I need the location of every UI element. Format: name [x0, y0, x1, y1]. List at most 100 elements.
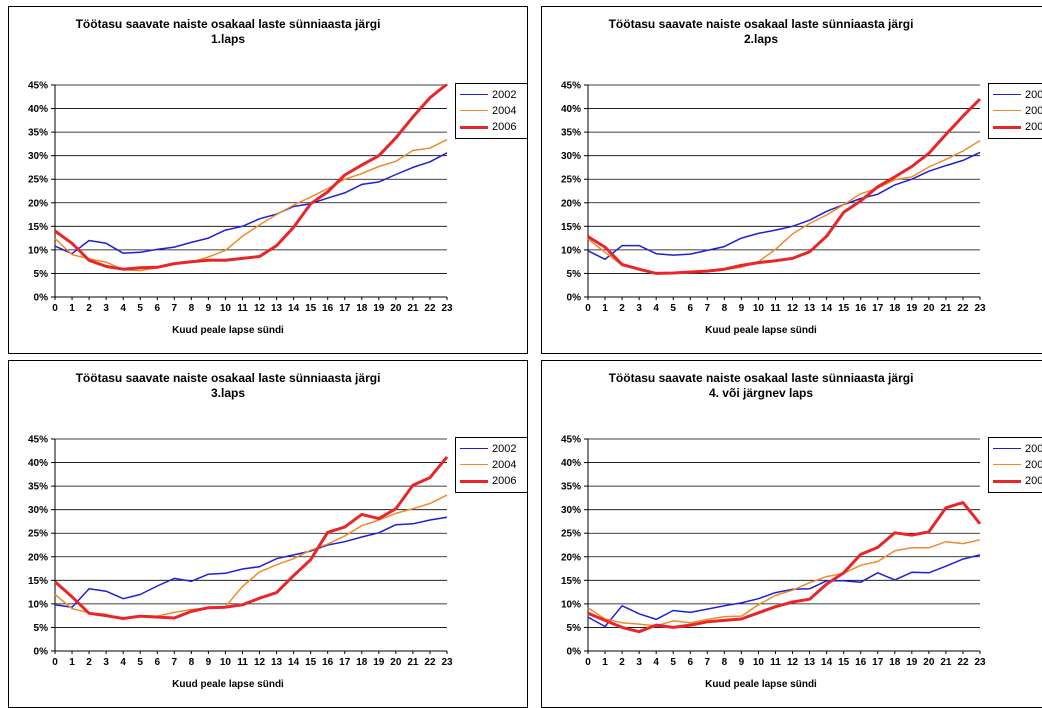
x-tick-label: 5	[670, 303, 676, 314]
chart-subtitle: 2.laps	[743, 32, 779, 46]
legend-swatch	[460, 94, 488, 95]
x-tick-label: 19	[906, 303, 918, 314]
x-tick-label: 18	[356, 657, 368, 668]
x-tick-label: 18	[356, 303, 368, 314]
y-tick-label: 0%	[567, 293, 582, 304]
x-axis-label: Kuud peale lapse sündi	[705, 325, 817, 336]
series-line-2002	[54, 516, 448, 608]
y-tick-label: 30%	[28, 151, 48, 162]
y-tick-label: 30%	[561, 151, 581, 162]
legend-label: 2002	[492, 443, 517, 455]
chart-title-line: Töötasu saavate naiste osakaal laste sün…	[75, 371, 381, 385]
x-tick-label: 16	[855, 303, 867, 314]
chart-subtitle: 3.laps	[210, 386, 246, 400]
y-tick-label: 5%	[34, 623, 49, 634]
legend-label: 2006	[492, 475, 517, 487]
x-tick-label: 6	[154, 303, 160, 314]
x-tick-label: 3	[636, 303, 642, 314]
legend-swatch	[993, 126, 1021, 129]
x-tick-label: 15	[305, 303, 317, 314]
x-axis-label: Kuud peale lapse sündi	[172, 679, 284, 690]
x-tick-label: 20	[390, 303, 402, 314]
plot-area: 0%5%10%15%20%25%30%35%40%45%0 1 2 3 4 5 6 7 8 9 10…	[561, 435, 986, 669]
plot-area: 0%5%10%15%20%25%30%35%40%45%0 1 2 3 4 5 6 7 8 9 10…	[28, 435, 453, 669]
x-tick-label: 19	[373, 657, 385, 668]
x-tick-label: 14	[288, 303, 300, 314]
y-tick-label: 45%	[28, 435, 48, 446]
y-tick-label: 0%	[567, 647, 582, 658]
x-tick-label: 15	[838, 657, 850, 668]
x-tick-label: 12	[787, 657, 799, 668]
legend-label: 2004	[1025, 105, 1042, 117]
legend-item: 2006	[460, 120, 527, 134]
x-tick-label: 11	[237, 303, 248, 314]
y-tick-label: 30%	[28, 505, 48, 516]
x-tick-label: 20	[390, 657, 402, 668]
x-tick-label: 11	[770, 303, 781, 314]
x-tick-label: 6	[687, 303, 693, 314]
x-tick-label: 10	[753, 657, 765, 668]
y-tick-label: 20%	[561, 198, 581, 209]
x-tick-label: 0	[52, 303, 58, 314]
x-tick-label: 12	[254, 303, 266, 314]
x-tick-label: 16	[322, 303, 334, 314]
x-tick-label: 1	[602, 303, 608, 314]
x-axis-label: Kuud peale lapse sündi	[172, 325, 284, 336]
x-tick-label: 3	[636, 657, 642, 668]
legend-swatch	[460, 464, 488, 465]
y-tick-label: 15%	[28, 576, 48, 587]
y-tick-label: 25%	[561, 175, 581, 186]
y-tick-label: 5%	[567, 623, 582, 634]
legend-item: 2006	[993, 120, 1042, 134]
legend-label: 2006	[1025, 475, 1042, 487]
y-tick-label: 5%	[34, 269, 49, 280]
x-tick-label: 4	[120, 303, 126, 314]
x-tick-label: 10	[753, 303, 765, 314]
x-tick-label: 23	[974, 657, 986, 668]
legend-swatch	[993, 94, 1021, 95]
chart-title-line: Töötasu saavate naiste osakaal laste sün…	[75, 17, 381, 31]
legend: 2002 2004 2006	[988, 437, 1042, 493]
legend-item: 2004	[993, 458, 1042, 472]
series-line-2006	[54, 455, 449, 620]
x-tick-label: 9	[739, 657, 745, 668]
x-tick-label: 3	[103, 303, 109, 314]
legend-item: 2002	[460, 88, 527, 102]
x-tick-label: 14	[288, 657, 300, 668]
x-tick-label: 17	[872, 303, 884, 314]
legend-item: 2002	[460, 442, 527, 456]
x-tick-label: 11	[770, 657, 781, 668]
legend-label: 2004	[1025, 459, 1042, 471]
y-tick-label: 20%	[28, 198, 48, 209]
x-tick-label: 19	[373, 303, 385, 314]
series-line-2002	[54, 152, 448, 255]
chart-subtitle: 1.laps	[210, 32, 246, 46]
chart-title: Töötasu saavate naiste osakaal laste sün…	[9, 371, 447, 401]
x-tick-label: 17	[872, 657, 884, 668]
chart-title: Töötasu saavate naiste osakaal laste sün…	[542, 17, 980, 47]
x-tick-label: 9	[206, 657, 212, 668]
x-tick-label: 23	[974, 303, 986, 314]
legend: 2002 2004 2006	[455, 83, 527, 139]
x-tick-label: 22	[957, 657, 969, 668]
plot-area: 0%5%10%15%20%25%30%35%40%45%0 1 2 3 4 5 6 7 8 9 10…	[561, 81, 986, 315]
x-tick-label: 19	[906, 657, 918, 668]
x-axis-label: Kuud peale lapse sündi	[705, 679, 817, 690]
y-tick-label: 35%	[561, 128, 581, 139]
x-tick-label: 20	[923, 303, 935, 314]
legend-item: 2004	[993, 104, 1042, 118]
x-tick-label: 15	[305, 657, 317, 668]
x-tick-label: 1	[602, 657, 608, 668]
x-tick-label: 2	[619, 657, 625, 668]
x-tick-label: 22	[424, 303, 436, 314]
series-line-2006	[587, 501, 982, 634]
x-tick-label: 7	[172, 303, 178, 314]
chart-title-line: Töötasu saavate naiste osakaal laste sün…	[608, 17, 914, 31]
x-tick-label: 13	[271, 303, 283, 314]
chart-panel: Töötasu saavate naiste osakaal laste sün…	[8, 6, 528, 354]
y-tick-label: 15%	[561, 576, 581, 587]
legend-swatch	[993, 480, 1021, 483]
x-tick-label: 20	[923, 657, 935, 668]
x-tick-label: 0	[585, 657, 591, 668]
legend-swatch	[460, 126, 488, 129]
